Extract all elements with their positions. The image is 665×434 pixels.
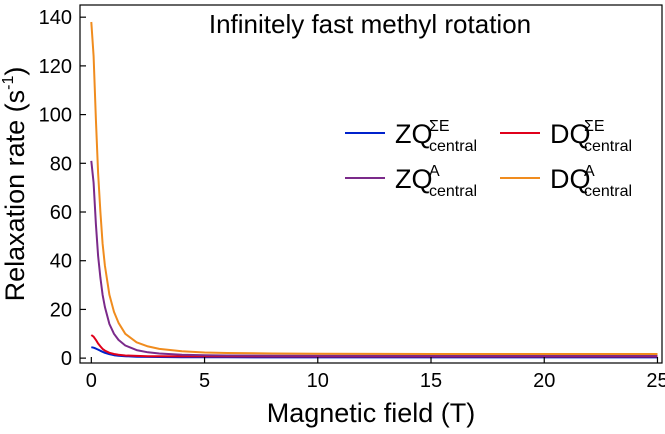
plot-area (79, 4, 663, 364)
ticks-layer: 0 5 10 15 20 25 0 20 40 60 80 100 120 140 (39, 7, 665, 392)
y-axis-label-sup: -1 (0, 75, 17, 89)
series-line-3 (90, 21, 658, 355)
y-tick-label: 0 (61, 348, 72, 370)
y-tick-label: 120 (39, 56, 72, 78)
y-tick-label: 80 (50, 153, 72, 175)
y-axis-label-main: Relaxation rate (s (0, 90, 30, 302)
y-axis-label-end: ) (0, 67, 30, 76)
y-axis-label: Relaxation rate (s-1) (0, 67, 30, 302)
y-tick-label: 60 (50, 202, 72, 224)
chart-title: Infinitely fast methyl rotation (209, 9, 531, 39)
x-tick-label: 5 (199, 370, 210, 392)
x-tick-label: 10 (307, 370, 329, 392)
y-tick-label: 140 (39, 7, 72, 29)
x-axis-label: Magnetic field (T) (267, 398, 476, 428)
series-line-2 (90, 160, 658, 357)
y-tick-label: 40 (50, 251, 72, 273)
x-tick-label: 15 (420, 370, 442, 392)
x-tick-label: 25 (646, 370, 665, 392)
series-layer (90, 21, 658, 359)
y-tick-label: 100 (39, 105, 72, 127)
y-tick-label: 20 (50, 299, 72, 321)
x-tick-label: 20 (533, 370, 555, 392)
x-tick-label: 0 (86, 370, 97, 392)
